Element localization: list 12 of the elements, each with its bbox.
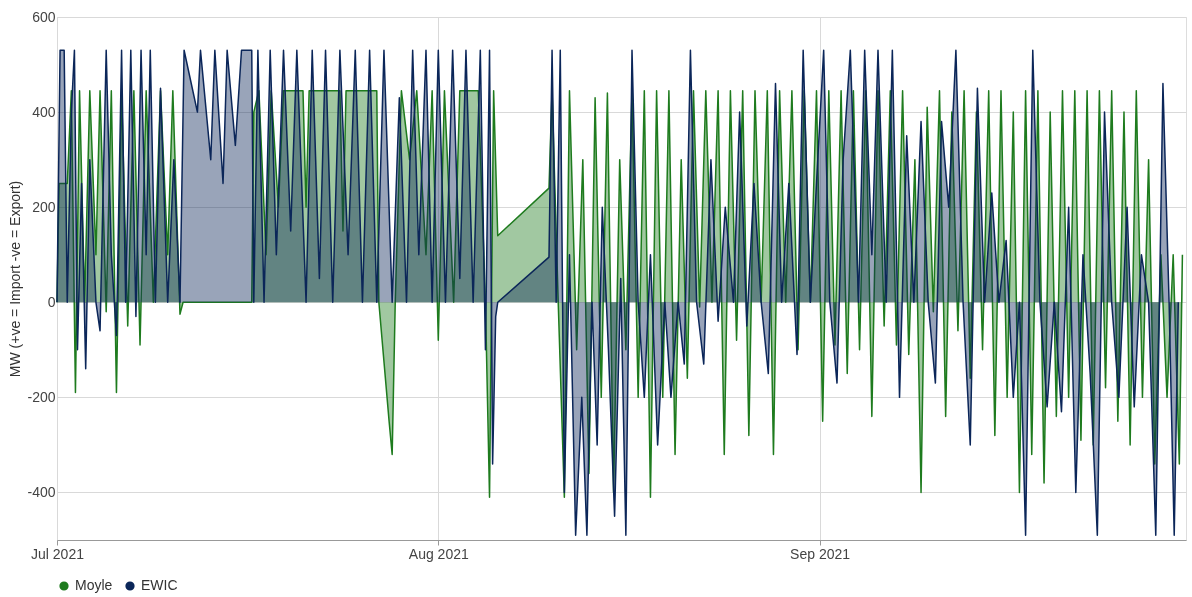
x-tick-label: Jul 2021	[31, 545, 85, 562]
y-tick-label: 0	[47, 293, 56, 310]
y-tick-label: 600	[32, 8, 56, 25]
y-tick-label: -400	[27, 483, 56, 500]
x-tick-label: Aug 2021	[408, 545, 469, 562]
y-tick-label: -200	[27, 388, 56, 405]
legend-label: EWIC	[141, 577, 178, 593]
y-axis-title: MW (+ve = Import -ve = Export)	[7, 180, 24, 378]
x-tick-label: Sep 2021	[790, 545, 851, 562]
y-tick-label: 400	[32, 103, 56, 120]
y-tick-label: 200	[32, 198, 56, 215]
legend-label: Moyle	[75, 577, 113, 593]
